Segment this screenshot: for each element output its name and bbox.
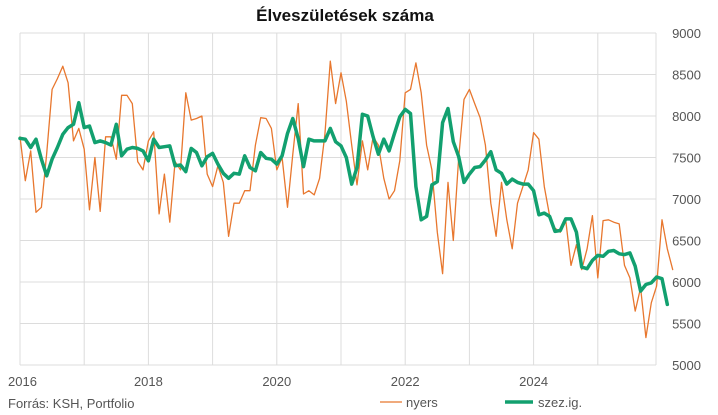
legend-label: szez.ig. xyxy=(538,395,582,410)
x-tick-label: 2016 xyxy=(8,374,37,389)
legend: nyers szez.ig. xyxy=(380,395,582,410)
series-line-szezig xyxy=(18,100,670,307)
series-lines xyxy=(18,60,674,339)
y-tick-label: 5000 xyxy=(672,358,701,373)
legend-label: nyers xyxy=(406,395,438,410)
gridlines xyxy=(19,32,657,366)
y-tick-label: 6000 xyxy=(672,275,701,290)
y-tick-label: 8500 xyxy=(672,68,701,83)
x-tick-label: 2024 xyxy=(519,374,548,389)
x-axis-ticks: 2016 2018 2020 2022 2024 xyxy=(8,374,548,389)
y-tick-label: 6500 xyxy=(672,234,701,249)
source-note: Forrás: KSH, Portfolio xyxy=(8,396,134,411)
y-tick-label: 9000 xyxy=(672,26,701,41)
y-tick-label: 7000 xyxy=(672,192,701,207)
x-tick-label: 2022 xyxy=(391,374,420,389)
y-tick-label: 5500 xyxy=(672,317,701,332)
x-tick-label: 2018 xyxy=(134,374,163,389)
y-axis-ticks: 5000 5500 6000 6500 7000 7500 8000 8500 9000 xyxy=(672,26,701,373)
chart-title: Élveszületések száma xyxy=(256,6,434,25)
y-tick-label: 8000 xyxy=(672,109,701,124)
x-tick-label: 2020 xyxy=(262,374,291,389)
y-tick-label: 7500 xyxy=(672,151,701,166)
